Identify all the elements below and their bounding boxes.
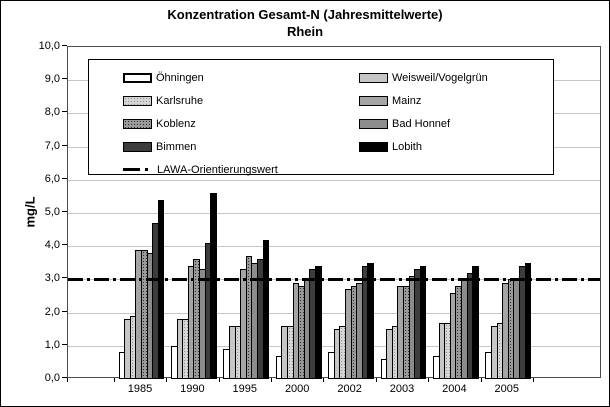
legend-swatch-Bad Honnef (359, 118, 388, 129)
legend-swatch-Öhningen (123, 72, 152, 83)
y-tick-0,0 (62, 377, 67, 378)
x-tick-9 (533, 378, 534, 382)
y-tick-8,0 (62, 111, 67, 113)
legend-label: Koblenz (156, 117, 196, 130)
x-tick-4 (271, 378, 272, 382)
legend: Öhningen Weisweil/Vogelgrün Karlsruhe Mainz… (88, 59, 554, 176)
bar-Lobith-1985 (157, 199, 165, 379)
x-label-2002: 2002 (337, 383, 362, 395)
legend-item-Öhningen: Öhningen (123, 66, 359, 89)
x-label-2000: 2000 (284, 383, 310, 395)
y-tick-label: 10,0 (38, 40, 60, 52)
legend-item-Koblenz: Koblenz (123, 112, 359, 135)
bar-Lobith-2004 (472, 266, 479, 379)
x-label-2003: 2003 (389, 383, 415, 395)
y-tick-4,0 (62, 244, 67, 246)
y-tick-label: 7,0 (44, 139, 60, 152)
legend-item-Bad Honnef: Bad Honnef (359, 112, 553, 135)
legend-label: Mainz (392, 94, 422, 107)
legend-label: Lobith (392, 140, 422, 153)
y-tick-label: 6,0 (44, 172, 60, 185)
legend-label: Öhningen (156, 71, 204, 84)
x-label-2004: 2004 (442, 383, 467, 395)
y-tick-label: 3,0 (44, 272, 60, 285)
legend-item-Karlsruhe: Karlsruhe (123, 89, 359, 112)
y-tick-label: 5,0 (44, 206, 60, 218)
legend-swatch-Karlsruhe (123, 95, 152, 106)
bar-Lobith-2005 (524, 262, 532, 379)
x-label-2005: 2005 (494, 383, 520, 395)
x-tick-7 (428, 378, 430, 382)
bar-Lobith-2002 (367, 262, 374, 379)
x-label-1985: 1985 (127, 383, 153, 395)
y-tick-5,0 (62, 211, 67, 212)
x-tick-8 (480, 378, 482, 382)
legend-item-Bimmen: Bimmen (123, 135, 359, 158)
legend-item-lawa: LAWA-Orientierungswert (123, 158, 359, 181)
reference-line-lawa (68, 278, 600, 282)
gridline-y-2 (68, 312, 600, 314)
legend-item-Weisweil/Vogelgrün: Weisweil/Vogelgrün (359, 66, 553, 89)
y-tick-1,0 (62, 343, 67, 345)
y-tick-10,0 (62, 45, 67, 46)
y-tick-label: 9,0 (44, 73, 60, 86)
legend-line-swatch-lawa (123, 168, 153, 171)
legend-label: Bimmen (156, 140, 197, 153)
legend-label: Bad Honnef (392, 117, 451, 130)
legend-item-Mainz: Mainz (359, 89, 553, 112)
gridline-y-5 (68, 213, 600, 214)
x-tick-2 (166, 378, 168, 382)
y-tick-label: 2,0 (44, 305, 60, 318)
y-tick-2,0 (62, 310, 67, 312)
y-tick-label: 4,0 (44, 239, 60, 252)
y-tick-7,0 (62, 144, 67, 146)
y-tick-label: 0,0 (44, 372, 60, 384)
legend-swatch-Koblenz (123, 118, 152, 129)
legend-swatch-Bimmen (123, 141, 152, 152)
x-tick-3 (218, 378, 220, 382)
chart-subtitle: Rhein (286, 24, 324, 39)
x-tick-1 (113, 378, 115, 382)
x-tick-0 (67, 378, 68, 382)
bar-Lobith-1995 (262, 239, 270, 379)
legend-label: Karlsruhe (156, 94, 204, 107)
legend-swatch-Mainz (359, 95, 388, 106)
bar-Lobith-2003 (419, 266, 427, 379)
y-tick-3,0 (62, 277, 67, 279)
x-label-1990: 1990 (180, 383, 205, 395)
legend-swatch-Lobith (359, 141, 388, 152)
y-tick-9,0 (62, 78, 67, 80)
legend-label: Weisweil/Vogelgrün (392, 71, 488, 84)
y-tick-label: 1,0 (44, 338, 60, 351)
gridline-y-6 (68, 179, 600, 181)
bar-Lobith-1990 (210, 193, 217, 379)
legend-label: LAWA-Orientierungswert (157, 163, 278, 176)
x-label-1995: 1995 (232, 383, 258, 395)
x-tick-6 (375, 378, 377, 382)
gridline-y-4 (68, 246, 600, 248)
legend-swatch-Weisweil/Vogelgrün (359, 72, 388, 83)
y-tick-6,0 (62, 177, 67, 179)
bar-Lobith-2000 (315, 266, 322, 379)
chart-title: Konzentration Gesamt-N (Jahresmittelwert… (167, 7, 443, 22)
x-tick-5 (323, 378, 325, 382)
y-tick-label: 8,0 (44, 106, 60, 119)
legend-item-Lobith: Lobith (359, 135, 553, 158)
